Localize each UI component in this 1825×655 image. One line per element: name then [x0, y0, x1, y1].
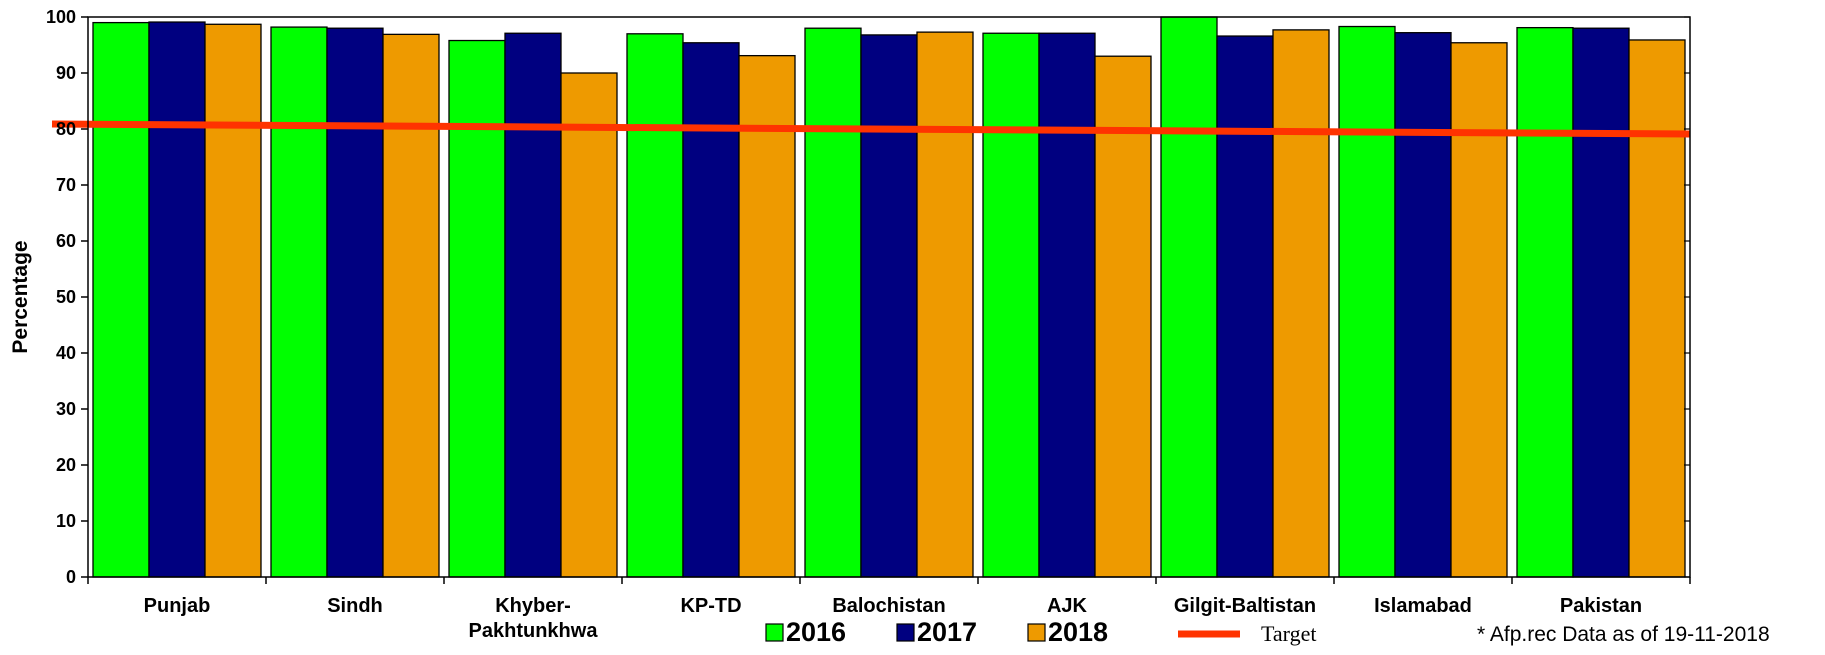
x-tick-label-gilgit-baltistan: Gilgit-Baltistan: [1174, 595, 1316, 617]
bar-2017-ajk: [1038, 32, 1096, 578]
bar-2018-pakistan: [1628, 39, 1686, 578]
bar-2016-khyber-pakhtunkhwa: [448, 39, 506, 578]
bar-2017-gilgit-baltistan: [1216, 35, 1274, 578]
bar-2016-balochistan: [804, 27, 862, 578]
x-tick-label-sindh: Sindh: [327, 595, 383, 617]
x-tick-label-balochistan: Balochistan: [832, 595, 945, 617]
bar-2017-punjab: [148, 21, 206, 578]
y-tick-label-0: 0: [66, 567, 76, 587]
y-tick-label-30: 30: [56, 399, 76, 419]
bar-2017-sindh: [326, 27, 384, 578]
target-line: [51, 120, 1691, 138]
legend-swatch-2017: [896, 623, 915, 642]
bar-2017-balochistan: [860, 34, 918, 578]
x-tick-label-khyber-pakhtunkhwa: Khyber-Pakhtunkhwa: [469, 595, 599, 642]
x-tick-label-kp-td: KP-TD: [680, 595, 741, 617]
bar-2017-pakistan: [1572, 27, 1630, 578]
bar-2016-punjab: [92, 21, 150, 578]
target-layer: [51, 120, 1691, 138]
bar-2016-islamabad: [1338, 25, 1396, 578]
y-tick-label-20: 20: [56, 455, 76, 475]
legend-label-2017: 2017: [917, 617, 977, 647]
x-tick-label-ajk: AJK: [1047, 595, 1088, 617]
x-tick-label-islamabad: Islamabad: [1374, 595, 1472, 617]
bars-group: [92, 16, 1686, 578]
bar-2018-balochistan: [916, 31, 974, 578]
bar-2018-sindh: [382, 33, 440, 578]
legend-swatch-2018: [1027, 623, 1046, 642]
bar-2018-ajk: [1094, 55, 1152, 578]
y-tick-label-100: 100: [46, 7, 76, 27]
data-date-note: * Afp.rec Data as of 19-11-2018: [1477, 623, 1770, 646]
bar-2018-kp-td: [738, 54, 796, 578]
bar-2018-gilgit-baltistan: [1272, 29, 1330, 578]
bar-2018-islamabad: [1450, 42, 1508, 578]
bar-2017-khyber-pakhtunkhwa: [504, 32, 562, 578]
bar-2016-gilgit-baltistan: [1160, 16, 1218, 578]
y-tick-label-10: 10: [56, 511, 76, 531]
legend-label-target: Target: [1261, 621, 1316, 646]
bar-2018-khyber-pakhtunkhwa: [560, 72, 618, 578]
y-axis-label: Percentage: [9, 240, 32, 353]
bar-2016-ajk: [982, 32, 1040, 578]
legend-label-2016: 2016: [786, 617, 846, 647]
y-tick-label-80: 80: [56, 119, 76, 139]
bar-2018-punjab: [204, 23, 262, 578]
y-tick-label-60: 60: [56, 231, 76, 251]
x-tick-label-pakistan: Pakistan: [1560, 595, 1642, 617]
y-axis: 0 10 20 30 40 50 60 70 80 90 100: [46, 7, 1690, 587]
legend-label-2018: 2018: [1048, 617, 1108, 647]
y-tick-label-50: 50: [56, 287, 76, 307]
y-tick-label-90: 90: [56, 63, 76, 83]
bar-2016-kp-td: [626, 33, 684, 578]
bar-2016-pakistan: [1516, 26, 1574, 578]
bar-2017-islamabad: [1394, 32, 1452, 578]
legend: 2016 2017 2018 Target: [765, 617, 1316, 647]
bar-2016-sindh: [270, 26, 328, 578]
bar-2017-kp-td: [682, 42, 740, 578]
x-tick-label-punjab: Punjab: [144, 595, 211, 617]
y-tick-label-70: 70: [56, 175, 76, 195]
x-axis: Punjab Sindh Khyber-Pakhtunkhwa KP-TD Baloch…: [87, 577, 1691, 642]
legend-swatch-2016: [765, 623, 784, 642]
y-tick-label-40: 40: [56, 343, 76, 363]
